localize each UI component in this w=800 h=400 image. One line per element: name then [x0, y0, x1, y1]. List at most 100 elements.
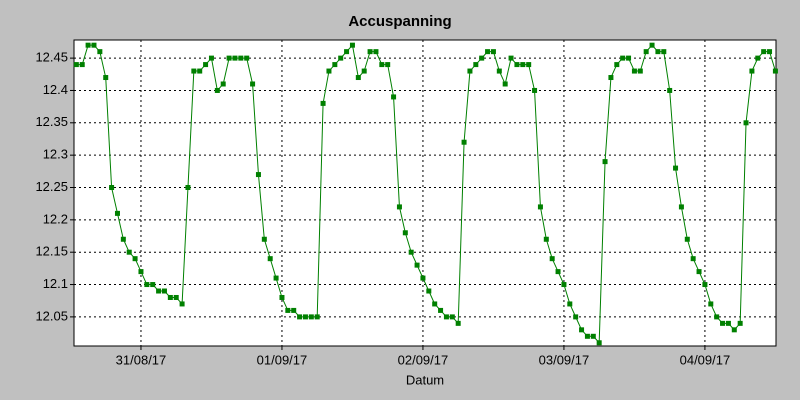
point [438, 307, 444, 313]
point [590, 333, 596, 339]
point [678, 204, 684, 210]
point [667, 87, 673, 93]
point [220, 81, 226, 87]
y-tick-label: 12.1 [43, 276, 68, 291]
point [537, 204, 543, 210]
x-axis-label: Datum [406, 372, 444, 387]
point [297, 314, 303, 320]
x-tick-label: 03/09/17 [539, 352, 590, 367]
point [725, 320, 731, 326]
point [449, 314, 455, 320]
point [496, 68, 502, 74]
point [261, 236, 267, 242]
point [120, 236, 126, 242]
point [156, 288, 162, 294]
point [655, 49, 661, 55]
point [250, 81, 256, 87]
point [379, 62, 385, 68]
point [302, 314, 308, 320]
point [203, 62, 209, 68]
point [626, 55, 632, 61]
chart-title: Accuspanning [348, 13, 451, 30]
point [608, 75, 614, 81]
point [520, 62, 526, 68]
point [772, 68, 778, 74]
point [361, 68, 367, 74]
point [643, 49, 649, 55]
point [532, 87, 538, 93]
point [602, 159, 608, 165]
y-tick-label: 12.45 [35, 50, 68, 65]
point [132, 256, 138, 262]
point [255, 172, 261, 178]
point [138, 269, 144, 275]
x-tick-label: 01/09/17 [257, 352, 308, 367]
point [150, 282, 156, 288]
point [743, 120, 749, 126]
point [79, 62, 85, 68]
x-tick-label: 04/09/17 [680, 352, 731, 367]
point [455, 320, 461, 326]
point [490, 49, 496, 55]
point [320, 100, 326, 106]
point [473, 62, 479, 68]
point [461, 139, 467, 145]
point [291, 307, 297, 313]
point [385, 62, 391, 68]
point [279, 294, 285, 300]
point [690, 256, 696, 262]
point [508, 55, 514, 61]
point [73, 62, 79, 68]
point [514, 62, 520, 68]
point [373, 49, 379, 55]
point [596, 340, 602, 346]
point [314, 314, 320, 320]
point [338, 55, 344, 61]
point [85, 42, 91, 48]
point [549, 256, 555, 262]
point [402, 230, 408, 236]
point [349, 42, 355, 48]
point [91, 42, 97, 48]
point [614, 62, 620, 68]
point [631, 68, 637, 74]
point [555, 269, 561, 275]
point [97, 49, 103, 55]
point [708, 301, 714, 307]
point [443, 314, 449, 320]
point [355, 75, 361, 81]
point [543, 236, 549, 242]
point [185, 185, 191, 191]
y-tick-label: 12.35 [35, 114, 68, 129]
point [308, 314, 314, 320]
point [344, 49, 350, 55]
point [326, 68, 332, 74]
point [214, 87, 220, 93]
point [126, 249, 132, 255]
point [426, 288, 432, 294]
point [103, 75, 109, 81]
point [238, 55, 244, 61]
point [561, 282, 567, 288]
point [737, 320, 743, 326]
y-tick-label: 12.4 [43, 82, 68, 97]
point [749, 68, 755, 74]
point [696, 269, 702, 275]
y-tick-label: 12.2 [43, 211, 68, 226]
y-tick-label: 12.3 [43, 147, 68, 162]
plot-area [73, 39, 777, 347]
point [179, 301, 185, 307]
point [367, 49, 373, 55]
point [661, 49, 667, 55]
y-tick-label: 12.05 [35, 308, 68, 323]
point [702, 282, 708, 288]
y-tick-label: 12.25 [35, 179, 68, 194]
point [408, 249, 414, 255]
point [573, 314, 579, 320]
point [584, 333, 590, 339]
point [396, 204, 402, 210]
point [485, 49, 491, 55]
point [244, 55, 250, 61]
point [173, 294, 179, 300]
point [285, 307, 291, 313]
